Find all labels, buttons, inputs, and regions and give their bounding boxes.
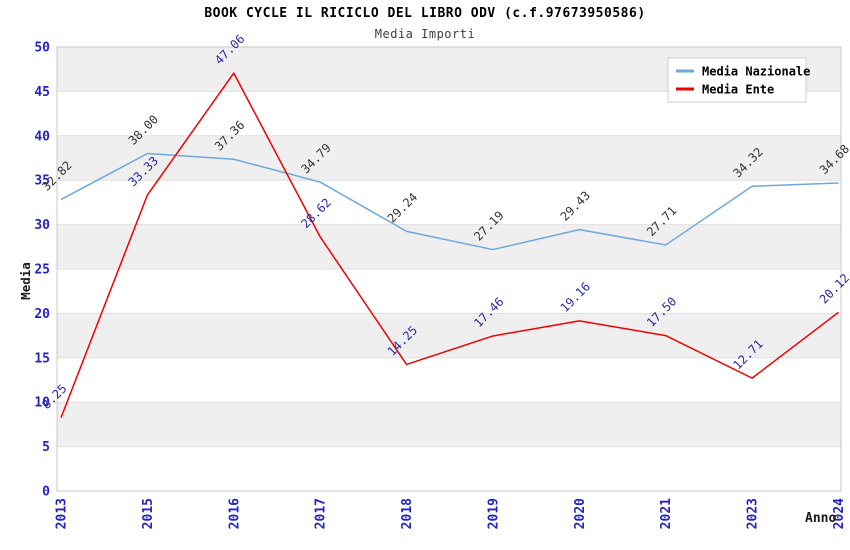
legend-label: Media Ente (702, 83, 774, 97)
chart-title: BOOK CYCLE IL RICICLO DEL LIBRO ODV (c.f… (204, 6, 646, 21)
x-tick-label: 2021 (659, 498, 674, 529)
y-tick-label: 45 (34, 85, 50, 100)
data-label-media-ente: 20.12 (817, 271, 850, 306)
x-tick-label: 2019 (486, 498, 501, 529)
y-tick-label: 40 (34, 129, 50, 144)
plot-band (57, 224, 841, 269)
plot-band (57, 135, 841, 181)
plot-border (56, 46, 842, 492)
plot-band (57, 402, 841, 447)
x-tick-label: 2024 (832, 498, 847, 529)
x-axis-title: Anno (805, 511, 836, 526)
y-tick-label: 30 (34, 218, 50, 233)
data-label-media-nazionale: 29.24 (385, 190, 420, 225)
x-tick-label: 2013 (55, 498, 70, 529)
legend-label: Media Nazionale (702, 65, 810, 79)
x-tick-label: 2018 (400, 498, 415, 529)
data-label-media-nazionale: 29.43 (558, 188, 593, 223)
x-tick-label: 2016 (227, 498, 242, 529)
series-line-media-nazionale (60, 152, 839, 251)
x-tick-label: 2023 (746, 498, 761, 529)
y-tick-label: 50 (34, 41, 50, 56)
y-tick-label: 0 (42, 485, 50, 500)
y-tick-label: 15 (34, 351, 50, 366)
y-tick-label: 10 (34, 396, 50, 411)
data-label-media-ente: 19.16 (558, 280, 593, 315)
y-axis-title: Media (18, 262, 33, 300)
legend-box (667, 57, 807, 103)
y-tick-label: 35 (34, 174, 50, 189)
x-tick-label: 2017 (314, 498, 329, 529)
x-tick-label: 2015 (141, 498, 156, 529)
x-tick-label: 2020 (573, 498, 588, 529)
series-line-media-ente (60, 72, 839, 419)
y-tick-label: 20 (34, 307, 50, 322)
y-tick-label: 25 (34, 263, 50, 278)
y-tick-label: 5 (42, 440, 50, 455)
chart-subtitle: Media Importi (374, 27, 476, 41)
